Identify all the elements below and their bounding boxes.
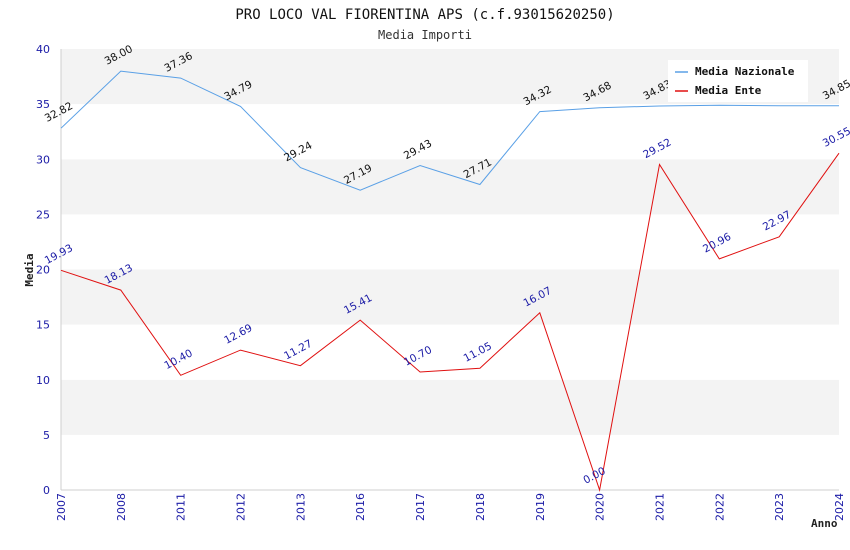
x-tick-label: 2019 — [534, 493, 547, 521]
y-tick-label: 40 — [36, 43, 50, 56]
y-axis-label: Media — [23, 253, 36, 286]
x-tick-label: 2018 — [474, 493, 487, 521]
x-tick-label: 2023 — [773, 493, 786, 521]
x-tick-label: 2008 — [115, 493, 128, 521]
plot-bands — [61, 49, 839, 490]
x-tick-label: 2022 — [713, 493, 726, 521]
x-tick-label: 2017 — [414, 493, 427, 521]
y-tick-label: 35 — [36, 98, 50, 111]
legend-box — [668, 60, 808, 102]
y-tick-label: 30 — [36, 153, 50, 166]
legend: Media Nazionale Media Ente — [668, 60, 808, 102]
series-lines — [60, 70, 840, 492]
y-tick-label: 20 — [36, 264, 50, 277]
x-axis-ticks: 2007 2008 2011 2012 2013 2016 2017 2018 2019 2020… — [55, 493, 846, 521]
series-line-media-nazionale — [60, 70, 839, 191]
x-axis-label: Anno — [811, 517, 838, 530]
x-tick-label: 2013 — [294, 493, 307, 521]
y-tick-label: 5 — [43, 429, 50, 442]
chart-title: PRO LOCO VAL FIORENTINA APS (c.f.9301562… — [235, 7, 614, 23]
chart-subtitle: Media Importi — [378, 28, 472, 42]
plot-band — [61, 269, 839, 325]
plot-band — [61, 159, 839, 215]
y-tick-label: 25 — [36, 208, 50, 221]
plot-band — [61, 214, 839, 270]
plot-band — [61, 104, 839, 160]
y-axis-ticks: 0 5 10 15 20 25 30 35 40 — [36, 43, 50, 497]
y-tick-label: 15 — [36, 319, 50, 332]
x-tick-label: 2020 — [594, 493, 607, 521]
x-tick-label: 2007 — [55, 493, 68, 521]
y-tick-label: 10 — [36, 374, 50, 387]
plot-band — [61, 379, 839, 435]
x-tick-label: 2012 — [235, 493, 248, 521]
x-tick-label: 2024 — [833, 493, 846, 521]
plot-band — [61, 434, 839, 490]
y-tick-label: 0 — [43, 484, 50, 497]
x-tick-label: 2011 — [175, 493, 188, 521]
series-line-media-ente — [60, 152, 840, 492]
x-tick-label: 2021 — [653, 493, 666, 521]
legend-label-media-ente: Media Ente — [695, 84, 762, 97]
x-tick-label: 2016 — [354, 493, 367, 521]
legend-label-media-nazionale: Media Nazionale — [695, 65, 795, 78]
